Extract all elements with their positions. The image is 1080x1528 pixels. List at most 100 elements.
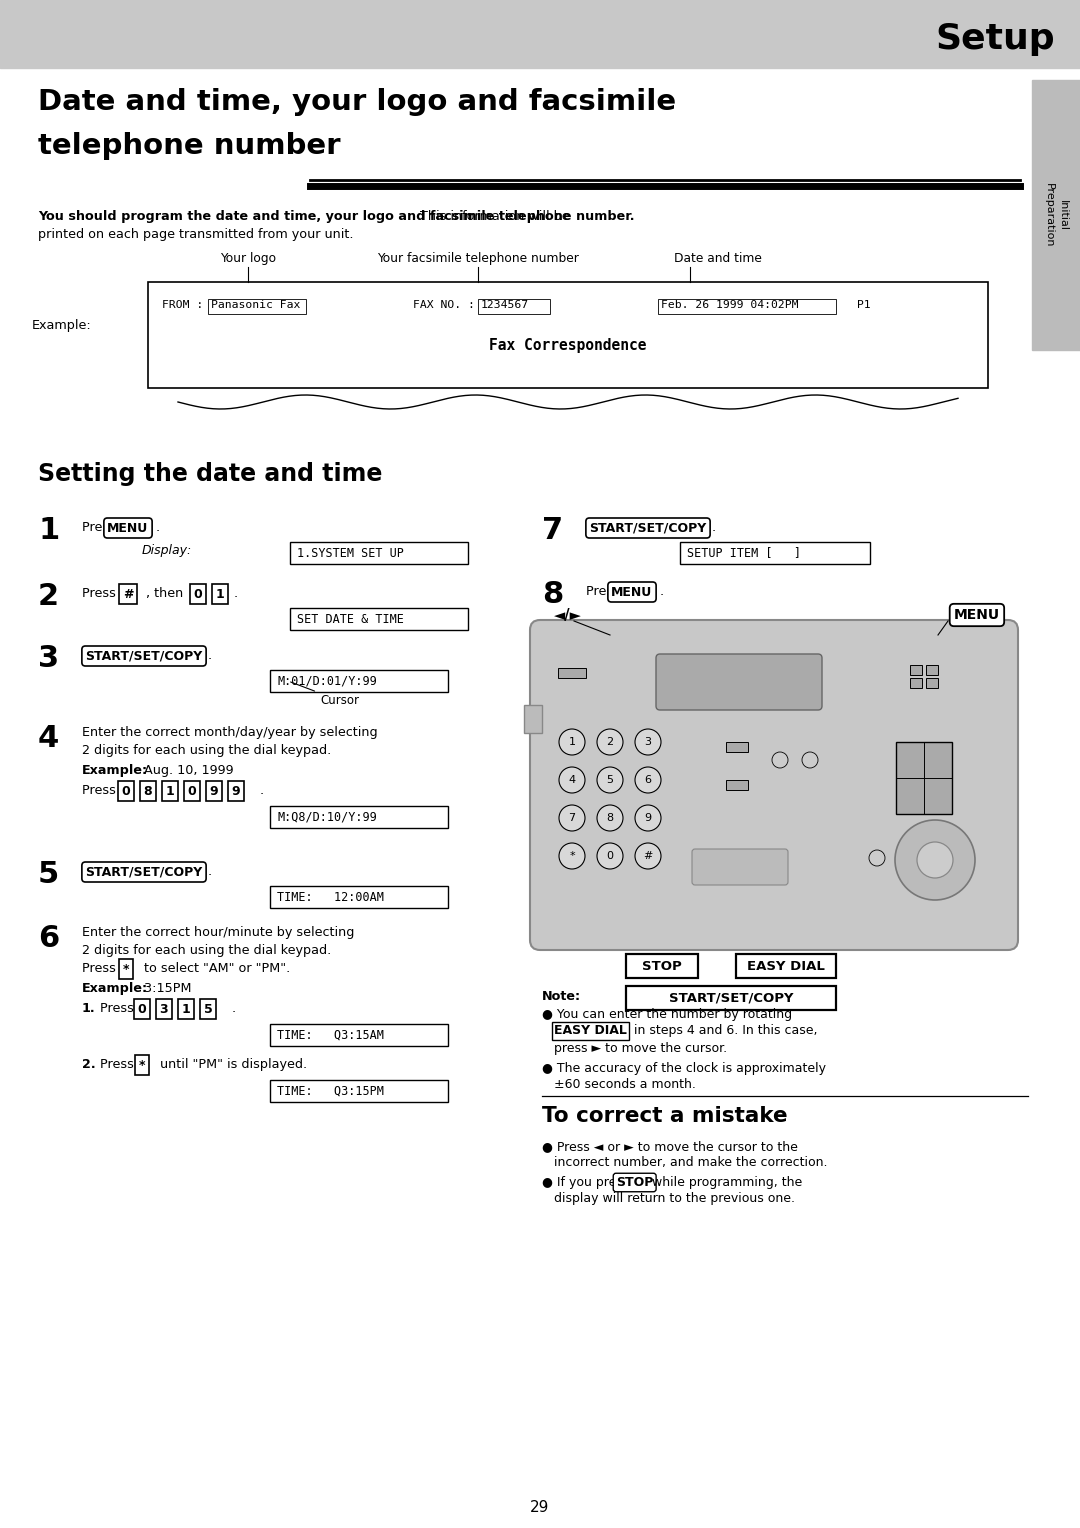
Text: 3:15PM: 3:15PM [140, 983, 191, 995]
Circle shape [597, 843, 623, 869]
Bar [270, 886, 448, 908]
Bar [735, 953, 836, 978]
Bar [270, 1080, 448, 1102]
Text: ● The accuracy of the clock is approximately: ● The accuracy of the clock is approxima… [542, 1062, 826, 1076]
Text: 2: 2 [607, 736, 613, 747]
Text: FROM :: FROM : [162, 299, 203, 310]
Text: 8: 8 [607, 813, 613, 824]
Bar [208, 299, 306, 313]
Text: START/SET/COPY: START/SET/COPY [590, 521, 706, 535]
Text: 2: 2 [38, 582, 59, 611]
Text: MENU: MENU [107, 521, 149, 535]
Text: Feb. 26 1999 04:02PM: Feb. 26 1999 04:02PM [661, 299, 798, 310]
Text: START/SET/COPY: START/SET/COPY [85, 649, 203, 663]
FancyBboxPatch shape [530, 620, 1018, 950]
Text: STOP: STOP [616, 1177, 653, 1189]
Circle shape [597, 805, 623, 831]
Circle shape [802, 752, 818, 769]
Text: in steps 4 and 6. In this case,: in steps 4 and 6. In this case, [630, 1024, 818, 1038]
Circle shape [869, 850, 885, 866]
Bar [896, 743, 951, 814]
Text: Press: Press [82, 587, 120, 601]
Text: Press: Press [100, 1057, 138, 1071]
Text: 1: 1 [38, 516, 59, 545]
Text: P1: P1 [850, 299, 870, 310]
Text: 1234567: 1234567 [481, 299, 529, 310]
Text: ● If you press: ● If you press [542, 1177, 633, 1189]
Text: Setting the date and time: Setting the date and time [38, 461, 382, 486]
Text: *: * [569, 851, 575, 860]
Text: press ► to move the cursor.: press ► to move the cursor. [554, 1042, 727, 1054]
Text: Your logo: Your logo [220, 252, 276, 264]
Text: Initial
Preparation: Initial Preparation [1044, 183, 1068, 248]
Text: Cursor: Cursor [291, 681, 359, 707]
Text: ±60 seconds a month.: ±60 seconds a month. [554, 1077, 696, 1091]
Bar [270, 1024, 448, 1047]
Text: .: . [232, 1002, 237, 1015]
Text: MENU: MENU [954, 608, 1000, 622]
Circle shape [772, 752, 788, 769]
Text: printed on each page transmitted from your unit.: printed on each page transmitted from yo… [38, 228, 353, 241]
Text: Press: Press [586, 521, 624, 533]
Text: 3: 3 [645, 736, 651, 747]
Text: 5: 5 [204, 1002, 213, 1016]
Text: 4: 4 [38, 724, 59, 753]
Text: Enter the correct month/day/year by selecting: Enter the correct month/day/year by sele… [82, 726, 378, 740]
Bar [270, 669, 448, 692]
Text: This information will be: This information will be [416, 209, 569, 223]
Bar [1032, 79, 1080, 350]
Text: MENU: MENU [611, 585, 652, 599]
Text: Date and time: Date and time [674, 252, 761, 264]
Text: 1.SYSTEM SET UP: 1.SYSTEM SET UP [297, 547, 404, 559]
Text: 5: 5 [607, 775, 613, 785]
Text: SETUP ITEM [   ]: SETUP ITEM [ ] [687, 547, 801, 559]
Text: Press: Press [586, 585, 624, 597]
Text: 3: 3 [38, 643, 59, 672]
Text: 4: 4 [568, 775, 576, 785]
Text: Example:: Example: [82, 764, 148, 778]
Text: Press: Press [82, 649, 120, 662]
Text: Example:: Example: [82, 983, 148, 995]
Circle shape [559, 767, 585, 793]
Bar [726, 743, 748, 752]
Text: 2 digits for each using the dial keypad.: 2 digits for each using the dial keypad. [82, 744, 332, 756]
Text: Example:: Example: [32, 319, 92, 332]
Text: EASY DIAL: EASY DIAL [747, 960, 825, 972]
Text: 6: 6 [645, 775, 651, 785]
Text: STOP: STOP [643, 960, 681, 972]
Text: 9: 9 [232, 784, 241, 798]
Text: 0: 0 [607, 851, 613, 860]
Circle shape [895, 821, 975, 900]
Text: .: . [260, 784, 265, 798]
Text: You should program the date and time, your logo and facsimile telephone number.: You should program the date and time, yo… [38, 209, 635, 223]
FancyBboxPatch shape [656, 654, 822, 711]
Text: 5: 5 [38, 860, 59, 889]
Bar [926, 665, 939, 675]
Text: 1: 1 [165, 784, 174, 798]
Text: M:01/D:01/Y:99: M:01/D:01/Y:99 [276, 674, 377, 688]
Text: Press: Press [100, 1002, 138, 1015]
Circle shape [635, 729, 661, 755]
Text: to select "AM" or "PM".: to select "AM" or "PM". [140, 963, 291, 975]
Text: #: # [644, 851, 652, 860]
Bar [658, 299, 836, 313]
Text: .: . [660, 585, 664, 597]
Bar [270, 805, 448, 828]
Text: .: . [156, 521, 160, 533]
Text: Aug. 10, 1999: Aug. 10, 1999 [140, 764, 233, 778]
Circle shape [917, 842, 953, 879]
Text: until "PM" is displayed.: until "PM" is displayed. [156, 1057, 307, 1071]
Text: Panasonic Fax: Panasonic Fax [211, 299, 300, 310]
Bar [148, 283, 988, 388]
Text: .: . [234, 587, 238, 601]
Text: START/SET/COPY: START/SET/COPY [669, 992, 793, 1004]
Text: Note:: Note: [542, 990, 581, 1002]
Text: TIME:   12:00AM: TIME: 12:00AM [276, 891, 383, 903]
Text: TIME:   Q3:15PM: TIME: Q3:15PM [276, 1085, 383, 1097]
Bar [726, 779, 748, 790]
Text: 8: 8 [144, 784, 152, 798]
Circle shape [635, 805, 661, 831]
Text: incorrect number, and make the correction.: incorrect number, and make the correctio… [554, 1157, 827, 1169]
Text: *: * [123, 963, 130, 975]
Text: Date and time, your logo and facsimile: Date and time, your logo and facsimile [38, 89, 676, 116]
